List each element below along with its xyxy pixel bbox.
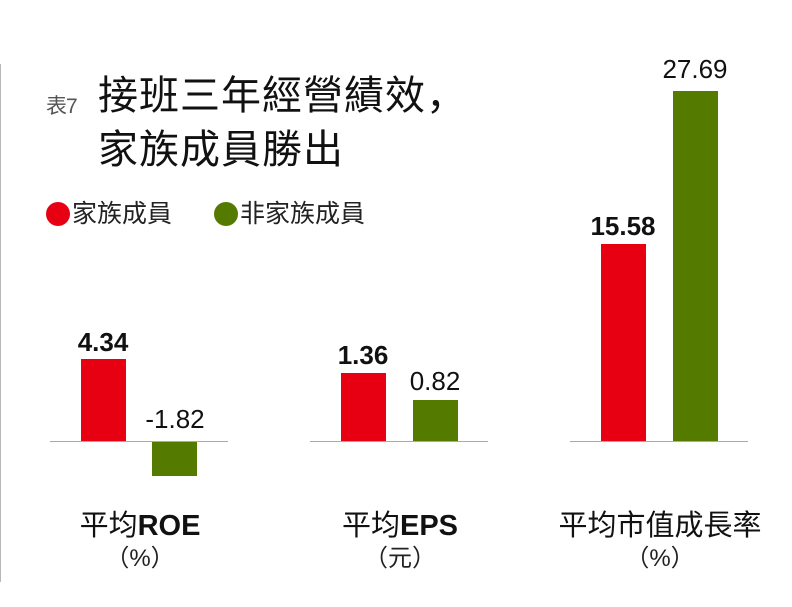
roe-category-prefix: 平均 <box>79 510 138 542</box>
mcap-baseline <box>570 441 748 442</box>
legend-dot-red-icon <box>46 202 70 226</box>
table-number: 表7 <box>46 95 78 118</box>
mcap-nonfamily-bar <box>673 91 718 441</box>
eps-baseline <box>310 441 488 442</box>
roe-nonfamily-value: -1.82 <box>145 404 205 434</box>
roe-unit-label: （%） <box>105 545 175 572</box>
legend-label-family: 家族成員 <box>72 200 173 228</box>
mcap-category-prefix: 平均市值成長率 <box>558 510 762 542</box>
mcap-unit-label: （%） <box>625 545 695 572</box>
eps-category-prefix: 平均 <box>341 510 400 542</box>
eps-unit-label: （元） <box>364 545 436 572</box>
roe-family-bar <box>81 359 126 441</box>
mcap-nonfamily-value: 27.69 <box>662 54 728 84</box>
mcap-family-bar <box>601 244 646 441</box>
roe-baseline <box>50 441 228 442</box>
roe-family-value: 4.34 <box>77 327 129 357</box>
legend-item-nonfamily: 非家族成員 <box>214 199 365 229</box>
eps-category-label: 平均EPS <box>280 509 520 543</box>
chart-title-line1: 接班三年經營績效， <box>98 74 467 118</box>
roe-nonfamily-bar <box>152 442 197 476</box>
eps-nonfamily-bar <box>413 400 458 441</box>
chart-title-line2: 家族成員勝出 <box>98 128 344 172</box>
roe-category-suffix: ROE <box>137 510 201 542</box>
legend-label-nonfamily: 非家族成員 <box>240 200 366 228</box>
legend-item-family: 家族成員 <box>46 199 172 229</box>
roe-category-label: 平均ROE <box>20 509 260 543</box>
eps-nonfamily-value: 0.82 <box>409 366 461 396</box>
eps-category-suffix: EPS <box>399 510 459 542</box>
eps-family-value: 1.36 <box>337 340 389 370</box>
mcap-family-value: 15.58 <box>590 211 656 241</box>
left-border-rule <box>0 64 1 582</box>
eps-family-bar <box>341 373 386 441</box>
legend-dot-green-icon <box>214 202 238 226</box>
mcap-category-label: 平均市值成長率 <box>540 509 780 543</box>
